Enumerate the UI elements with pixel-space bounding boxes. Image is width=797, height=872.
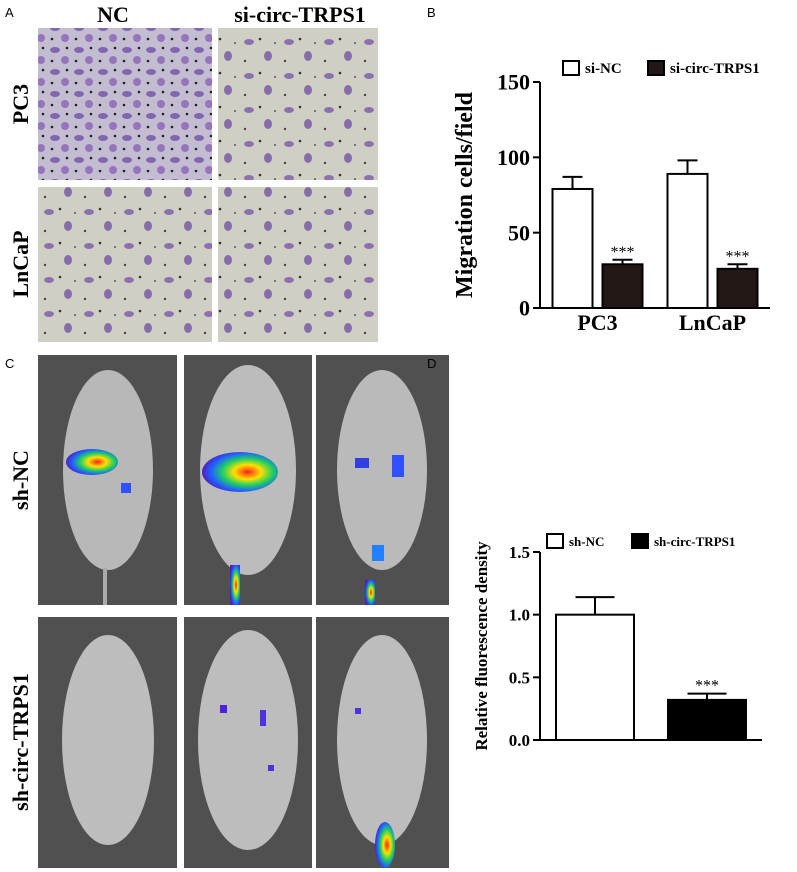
y-tick-label: 0.5 [509, 668, 530, 687]
mouse-image [184, 355, 312, 605]
micrograph [38, 28, 212, 180]
legend-label: si-NC [585, 61, 622, 77]
y-tick-label: 1.0 [509, 606, 530, 625]
significance-label: *** [695, 678, 719, 695]
micrograph [218, 28, 378, 180]
mouse-image [38, 355, 177, 605]
legend-swatch [562, 60, 580, 76]
row-header: sh-NC [8, 450, 33, 510]
mouse-images [38, 355, 449, 868]
bar [716, 267, 759, 309]
y-tick-label: 0 [519, 296, 530, 321]
legend-swatch [631, 533, 649, 549]
x-tick-label: LnCaP [679, 310, 746, 335]
legend-swatch [546, 533, 564, 549]
y-tick-label: 150 [497, 70, 530, 95]
panel-label: B [427, 5, 436, 20]
row-header: PC3 [8, 84, 33, 124]
y-tick-label: 0.0 [509, 731, 530, 750]
x-tick-label: PC3 [577, 310, 617, 335]
panel-label: A [5, 5, 14, 20]
mouse-image [316, 617, 449, 868]
row-header: LnCaP [8, 230, 33, 297]
column-header: si-circ-TRPS1 [234, 2, 366, 27]
y-axis-label: Migration cells/field [452, 91, 478, 298]
significance-label: *** [726, 248, 750, 265]
bar [601, 263, 644, 310]
y-tick-label: 1.5 [509, 543, 530, 562]
bar [551, 187, 594, 309]
mouse-image [184, 617, 312, 868]
mouse-image [316, 355, 449, 605]
legend-label: sh-NC [569, 534, 604, 549]
y-tick-label: 100 [497, 145, 530, 170]
row-header: sh-circ-TRPS1 [8, 673, 33, 811]
y-axis-label: Relative fluorescence density [472, 541, 491, 751]
micrographs [38, 28, 378, 342]
significance-label: *** [611, 244, 635, 261]
panel-label: D [427, 356, 436, 371]
micrograph [38, 187, 212, 342]
bar [555, 613, 635, 742]
legend-label: si-circ-TRPS1 [670, 61, 760, 77]
legend-swatch [647, 60, 665, 76]
mouse-image [38, 617, 177, 868]
column-header: NC [97, 2, 129, 27]
bar [666, 172, 709, 309]
y-tick-label: 50 [508, 220, 530, 245]
micrograph [218, 187, 378, 342]
legend-label: sh-circ-TRPS1 [654, 534, 735, 549]
bar [667, 698, 747, 741]
panel-label: C [5, 356, 14, 371]
